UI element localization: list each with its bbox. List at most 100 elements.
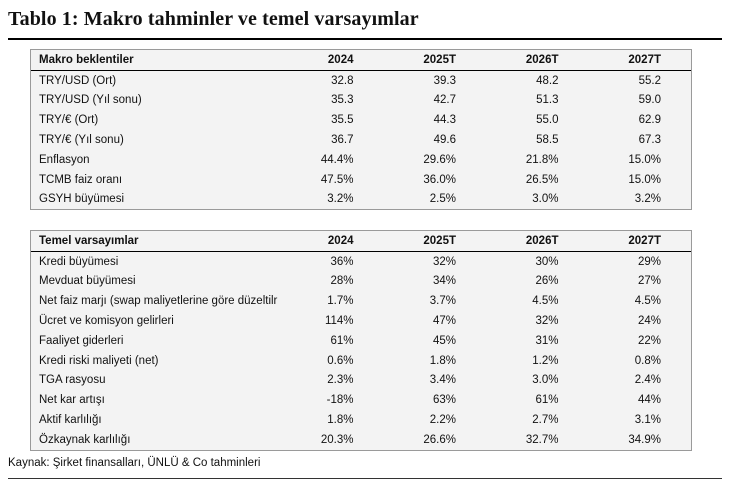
table-row: TRY/€ (Ort) 35.5 44.3 55.0 62.9 xyxy=(31,110,691,130)
table-cell: 1.8% xyxy=(429,354,456,367)
table-row: Özkaynak karlılığı 20.3% 26.6% 32.7% 34.9% xyxy=(31,430,691,450)
table-cell: 3.2% xyxy=(634,193,661,206)
table-cell: 35.3 xyxy=(331,94,354,107)
table-row: Enflasyon 44.4% 29.6% 21.8% 15.0% xyxy=(31,150,691,170)
column-header: 2027T xyxy=(588,231,691,252)
table-cell: 0.8% xyxy=(634,354,661,367)
table-cell: 21.8% xyxy=(525,153,559,166)
assumptions-table-body: Kredi büyümesi 36% 32% 30% 29% Mevduat büyüme… xyxy=(31,251,691,449)
row-label: Aktif karlılığı xyxy=(39,414,102,427)
table-cell: 1.2% xyxy=(532,354,559,367)
table-cell: 26.5% xyxy=(525,173,559,186)
bottom-rule xyxy=(8,478,722,479)
table-cell: 49.6 xyxy=(433,134,456,147)
macro-table-box: Makro beklentiler 2024 2025T 2026T 2027T… xyxy=(30,49,692,211)
macro-table-body: TRY/USD (Ort) 32.8 39.3 48.2 55.2 TRY/USD (Yı… xyxy=(31,70,691,209)
row-label: TGA rasyosu xyxy=(39,374,106,387)
table-cell: 32.8 xyxy=(331,74,354,87)
table-header-row: Temel varsayımlar 2024 2025T 2026T 2027T xyxy=(31,231,691,252)
table-row: Faaliyet giderleri 61% 45% 31% 22% xyxy=(31,331,691,351)
table-cell: 27% xyxy=(637,275,661,288)
row-label: Özkaynak karlılığı xyxy=(39,433,131,446)
table-row: TGA rasyosu 2.3% 3.4% 3.0% 2.4% xyxy=(31,371,691,391)
table-cell: 62.9 xyxy=(638,114,661,127)
row-label: TCMB faiz oranı xyxy=(39,173,123,186)
table-cell: 55.0 xyxy=(536,114,559,127)
table-cell: 32% xyxy=(535,315,559,328)
table-cell: 39.3 xyxy=(433,74,456,87)
row-label: Kredi büyümesi xyxy=(39,255,119,268)
table-row: Kredi riski maliyeti (net) 0.6% 1.8% 1.2% 0.… xyxy=(31,351,691,371)
table-cell: 3.0% xyxy=(532,374,559,387)
table-cell: 32% xyxy=(432,255,456,268)
table-cell: 61% xyxy=(330,334,354,347)
table-cell: 61% xyxy=(535,394,559,407)
table-cell: 47% xyxy=(432,315,456,328)
table-cell: 3.7% xyxy=(429,295,456,308)
table-cell: 15.0% xyxy=(628,153,661,166)
table-row: TRY/USD (Yıl sonu) 35.3 42.7 51.3 59.0 xyxy=(31,91,691,111)
column-header: 2024 xyxy=(281,231,384,252)
table-row: Kredi büyümesi 36% 32% 30% 29% xyxy=(31,251,691,271)
table-row: GSYH büyümesi 3.2% 2.5% 3.0% 3.2% xyxy=(31,190,691,210)
row-label: Net faiz marjı (swap maliyetlerine göre … xyxy=(39,295,278,308)
table-cell: 0.6% xyxy=(327,354,354,367)
row-label: TRY/€ (Ort) xyxy=(39,114,99,127)
table-cell: 20.3% xyxy=(320,433,354,446)
table-row: TRY/USD (Ort) 32.8 39.3 48.2 55.2 xyxy=(31,70,691,90)
table-cell: 2.5% xyxy=(429,193,456,206)
table-cell: 24% xyxy=(637,315,661,328)
table-cell: 32.7% xyxy=(525,433,559,446)
column-header: Temel varsayımlar xyxy=(31,231,281,252)
column-header: 2025T xyxy=(383,50,486,71)
table-cell: -18% xyxy=(326,394,354,407)
table-cell: 47.5% xyxy=(320,173,354,186)
table-cell: 67.3 xyxy=(638,134,661,147)
table-row: Aktif karlılığı 1.8% 2.2% 2.7% 3.1% xyxy=(31,410,691,430)
table-cell: 45% xyxy=(432,334,456,347)
table-cell: 15.0% xyxy=(628,173,661,186)
table-cell: 28% xyxy=(330,275,354,288)
table-cell: 4.5% xyxy=(532,295,559,308)
row-label: TRY/USD (Yıl sonu) xyxy=(39,94,142,107)
row-label: Mevduat büyümesi xyxy=(39,275,136,288)
table-cell: 63% xyxy=(432,394,456,407)
row-label: GSYH büyümesi xyxy=(39,193,125,206)
column-header: 2025T xyxy=(383,231,486,252)
table-cell: 44.4% xyxy=(320,153,354,166)
row-label: Ücret ve komisyon gelirleri xyxy=(39,315,174,328)
row-label: TRY/USD (Ort) xyxy=(39,74,117,87)
table-cell: 48.2 xyxy=(536,74,559,87)
table-row: Ücret ve komisyon gelirleri 114% 47% 32% 24% xyxy=(31,311,691,331)
table-cell: 1.8% xyxy=(327,414,354,427)
table-cell: 55.2 xyxy=(638,74,661,87)
row-label: Net kar artışı xyxy=(39,394,105,407)
table-cell: 2.4% xyxy=(634,374,661,387)
page-title: Tablo 1: Makro tahminler ve temel varsay… xyxy=(8,8,419,30)
table-header-row: Makro beklentiler 2024 2025T 2026T 2027T xyxy=(31,50,691,71)
table-cell: 3.2% xyxy=(327,193,354,206)
table-cell: 3.0% xyxy=(532,193,559,206)
row-label: Faaliyet giderleri xyxy=(39,334,124,347)
row-label: Enflasyon xyxy=(39,153,90,166)
table-cell: 29% xyxy=(637,255,661,268)
column-header: 2024 xyxy=(281,50,384,71)
table-cell: 51.3 xyxy=(536,94,559,107)
assumptions-table-box: Temel varsayımlar 2024 2025T 2026T 2027T… xyxy=(30,230,692,451)
table-cell: 4.5% xyxy=(634,295,661,308)
row-label: Kredi riski maliyeti (net) xyxy=(39,354,159,367)
table-cell: 1.7% xyxy=(327,295,354,308)
table-cell: 114% xyxy=(324,315,354,328)
table-cell: 2.7% xyxy=(532,414,559,427)
table-cell: 35.5 xyxy=(331,114,354,127)
assumptions-table: Temel varsayımlar 2024 2025T 2026T 2027T… xyxy=(31,231,691,450)
table-cell: 26% xyxy=(535,275,559,288)
table-cell: 34% xyxy=(432,275,456,288)
table-cell: 44.3 xyxy=(433,114,456,127)
table-cell: 22% xyxy=(637,334,661,347)
table-row: TRY/€ (Yıl sonu) 36.7 49.6 58.5 67.3 xyxy=(31,130,691,150)
table-cell: 3.4% xyxy=(429,374,456,387)
table-cell: 29.6% xyxy=(423,153,456,166)
table-cell: 58.5 xyxy=(536,134,559,147)
table-cell: 36.0% xyxy=(423,173,456,186)
